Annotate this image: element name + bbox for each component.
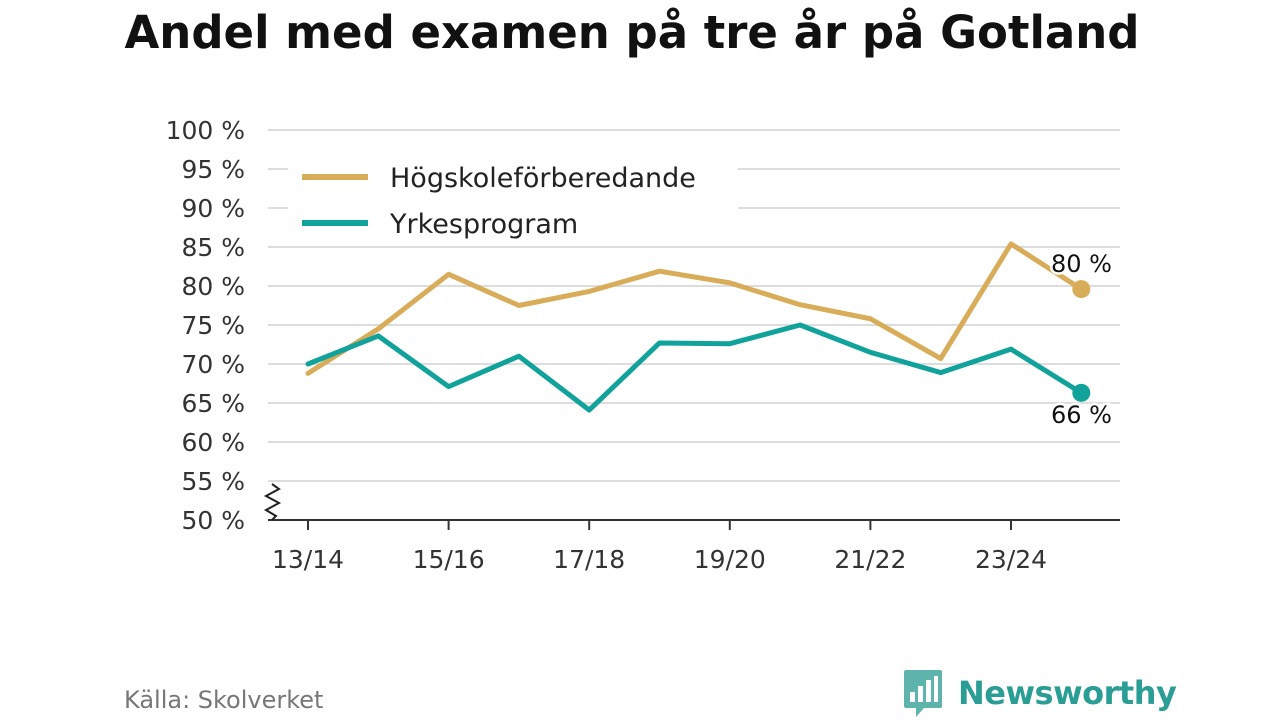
y-tick-label: 100 % [166,116,245,145]
legend-background [288,150,738,246]
end-labels: 80 % 66 % [1049,248,1115,432]
x-tick-label: 21/22 [834,545,906,574]
x-tick-label: 23/24 [975,545,1047,574]
brand-name: Newsworthy [958,674,1177,712]
x-tick-label: 17/18 [553,545,625,574]
legend-label: Yrkesprogram [389,209,578,240]
brand-logo[interactable]: Newsworthy [902,668,1177,718]
end-point-marker [1072,383,1091,402]
axes: 50 % 55 % 60 % 65 % 70 % 75 % 80 % 85 % 90 % 95 %… [166,116,1120,574]
x-tick-label: 15/16 [413,545,485,574]
x-tick-label: 13/14 [272,545,344,574]
legend: Högskoleförberedande Yrkesprogram [288,150,738,246]
y-tick-label: 95 % [181,155,245,184]
newsworthy-logo-icon [904,670,942,717]
axis-break-icon [263,483,282,521]
end-value-label: 66 % [1051,401,1112,429]
x-tick-label: 19/20 [694,545,766,574]
y-tick-label: 55 % [181,467,245,496]
chart-title: Andel med examen på tre år på Gotland [124,6,1140,59]
end-value-label: 80 % [1051,250,1112,278]
y-tick-label: 60 % [181,428,245,457]
y-tick-label: 65 % [181,389,245,418]
y-tick-label: 85 % [181,233,245,262]
legend-label: Högskoleförberedande [390,163,696,194]
end-point-marker [1072,280,1091,299]
y-tick-label: 70 % [181,350,245,379]
series-line [305,241,1084,376]
source-note: Källa: Skolverket [124,686,324,714]
series-line [305,322,1084,413]
series-lines [305,241,1091,413]
y-tick-label: 90 % [181,194,245,223]
y-tick-label: 75 % [181,311,245,340]
y-tick-label: 50 % [181,506,245,535]
y-tick-label: 80 % [181,272,245,301]
